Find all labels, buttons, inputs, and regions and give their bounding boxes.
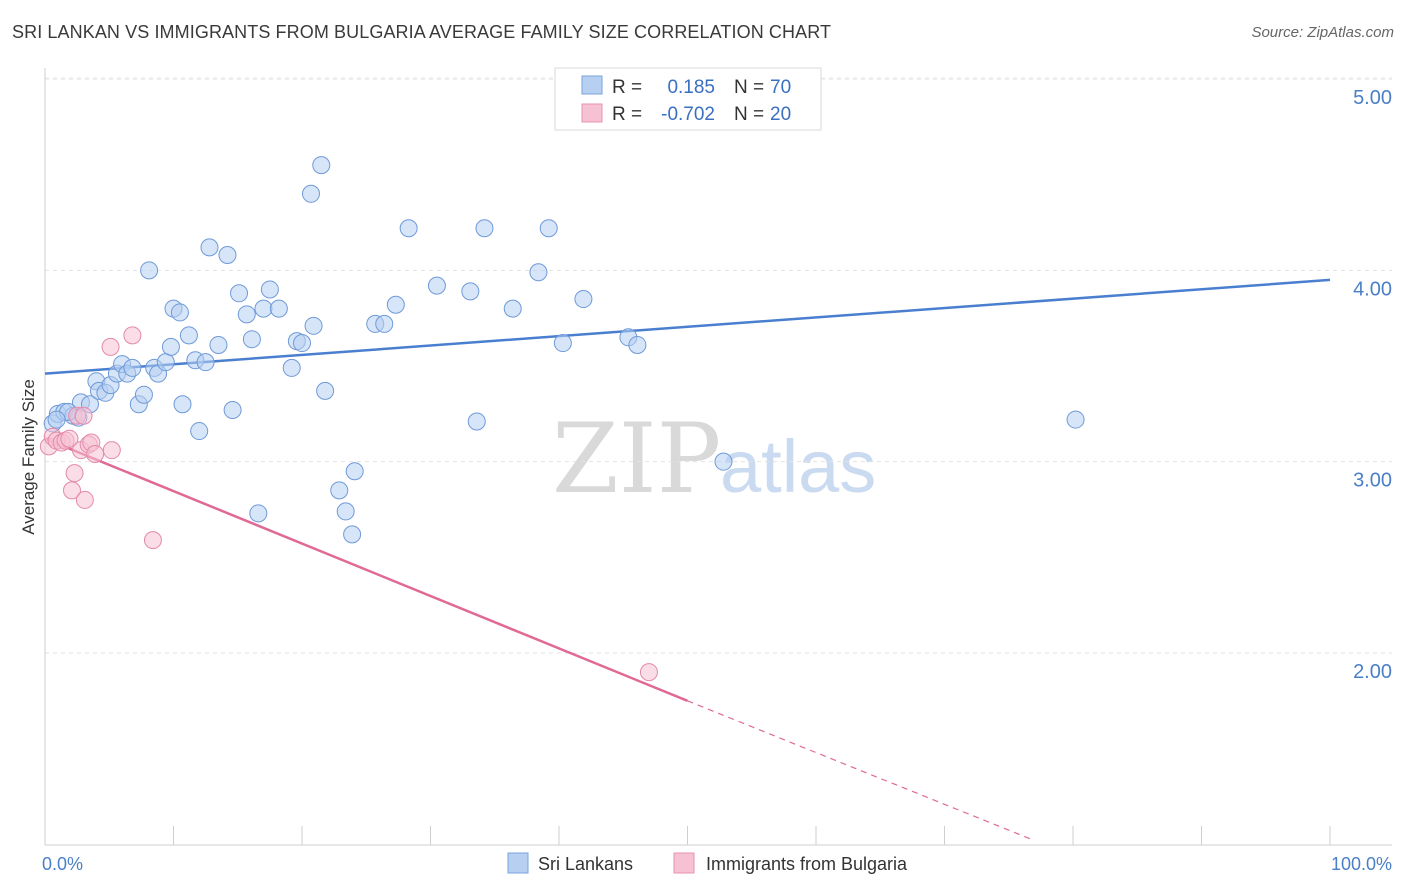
bulgaria-points (39, 326, 658, 682)
point-sri-lankans-32 (223, 401, 242, 420)
legend-r-value-1: 0.185 (667, 77, 715, 98)
point-sri-lankans-44 (304, 316, 323, 335)
point-sri-lankans-27 (190, 422, 209, 441)
point-sri-lankans-35 (242, 330, 261, 349)
gridlines (45, 77, 1392, 654)
legend-n-label-2: N = (734, 104, 764, 125)
point-sri-lankans-33 (230, 284, 249, 303)
series-legend-label-pink: Immigrants from Bulgaria (706, 854, 908, 874)
trend-line-bulgaria (44, 437, 688, 702)
legend-swatch-blue (581, 75, 603, 95)
point-sri-lankans-40 (282, 358, 301, 377)
point-sri-lankans-14 (123, 358, 142, 377)
point-sri-lankans-24 (173, 395, 192, 414)
point-sri-lankans-37 (254, 299, 273, 318)
point-bulgaria-16 (102, 441, 121, 460)
x-tick-label-min: 0.0% (42, 854, 83, 874)
point-sri-lankans-30 (209, 335, 228, 354)
point-sri-lankans-16 (134, 385, 153, 404)
point-bulgaria-6 (62, 481, 81, 500)
point-bulgaria-5 (60, 429, 79, 448)
point-sri-lankans-67 (1066, 410, 1085, 429)
legend-swatch-pink (581, 103, 603, 123)
point-sri-lankans-62 (553, 334, 572, 353)
point-sri-lankans-69 (47, 410, 66, 429)
point-bulgaria-18 (143, 531, 162, 550)
legend-n-value-1: 70 (770, 77, 791, 98)
point-sri-lankans-52 (375, 314, 394, 333)
point-sri-lankans-43 (301, 184, 320, 203)
series-legend-swatch-pink (673, 852, 695, 874)
point-sri-lankans-46 (316, 381, 335, 400)
legend-r-label-1: R = (612, 77, 642, 98)
point-sri-lankans-57 (467, 412, 486, 431)
sri-lankans-points (43, 156, 1085, 544)
point-sri-lankans-50 (345, 462, 364, 481)
point-sri-lankans-38 (260, 280, 279, 299)
point-sri-lankans-25 (179, 326, 198, 345)
point-sri-lankans-42 (293, 334, 311, 353)
y-tick-label-2: 4.00 (1353, 278, 1392, 300)
point-sri-lankans-45 (312, 156, 331, 175)
legend-r-label-2: R = (612, 104, 642, 125)
legend-n-value-2: 20 (770, 104, 791, 125)
point-sri-lankans-29 (200, 238, 219, 257)
series-legend-swatch-blue (507, 852, 529, 874)
point-sri-lankans-34 (237, 305, 256, 324)
legend-r-value-2: -0.702 (661, 104, 715, 125)
point-bulgaria-19 (639, 663, 658, 682)
point-sri-lankans-63 (574, 290, 593, 309)
point-bulgaria-17 (123, 326, 142, 345)
y-axis-label: Average Family Size (19, 379, 38, 535)
point-sri-lankans-17 (140, 261, 159, 280)
point-sri-lankans-58 (475, 219, 494, 238)
point-sri-lankans-61 (539, 219, 558, 238)
point-sri-lankans-36 (249, 504, 268, 523)
watermark-atlas: atlas (720, 425, 876, 508)
point-sri-lankans-47 (330, 481, 349, 500)
source-label: Source: ZipAtlas.com (1251, 24, 1394, 41)
y-tick-label-3: 5.00 (1353, 87, 1392, 109)
point-sri-lankans-55 (427, 276, 446, 295)
point-sri-lankans-59 (503, 299, 522, 318)
x-tick-label-max: 100.0% (1331, 854, 1392, 874)
y-tick-label-0: 2.00 (1353, 661, 1392, 683)
axes (44, 68, 1392, 846)
trend-line-bulgaria-extrapolated (687, 700, 1035, 842)
watermark-zip: ZIP (552, 403, 721, 515)
point-sri-lankans-60 (529, 263, 548, 282)
point-sri-lankans-56 (461, 282, 480, 301)
series-legend: Sri Lankans Immigrants from Bulgaria (507, 852, 908, 874)
point-sri-lankans-39 (269, 299, 288, 318)
point-sri-lankans-21 (161, 337, 180, 356)
point-sri-lankans-66 (714, 452, 733, 471)
correlation-legend: R = 0.185 N = 70 R = -0.702 N = 20 (554, 67, 822, 131)
y-tick-labels: 2.00 3.00 4.00 5.00 (1353, 87, 1392, 683)
point-sri-lankans-54 (399, 219, 418, 238)
chart-title: SRI LANKAN VS IMMIGRANTS FROM BULGARIA A… (12, 22, 832, 42)
point-sri-lankans-65 (628, 335, 647, 354)
y-tick-label-1: 3.00 (1353, 470, 1392, 492)
point-bulgaria-10 (74, 406, 93, 425)
point-bulgaria-14 (86, 445, 105, 464)
point-sri-lankans-49 (343, 525, 362, 544)
point-sri-lankans-23 (170, 303, 189, 322)
point-sri-lankans-20 (156, 353, 175, 372)
legend-n-label-1: N = (734, 77, 764, 98)
point-sri-lankans-53 (386, 295, 405, 314)
point-bulgaria-15 (101, 337, 120, 356)
point-sri-lankans-28 (196, 353, 215, 372)
trend-lines (44, 278, 1331, 842)
point-bulgaria-11 (75, 490, 94, 509)
point-sri-lankans-48 (336, 502, 355, 521)
point-sri-lankans-31 (218, 246, 237, 265)
series-legend-label-blue: Sri Lankans (538, 854, 633, 874)
trend-line-sri-lankans (44, 278, 1331, 375)
point-bulgaria-7 (65, 464, 84, 483)
